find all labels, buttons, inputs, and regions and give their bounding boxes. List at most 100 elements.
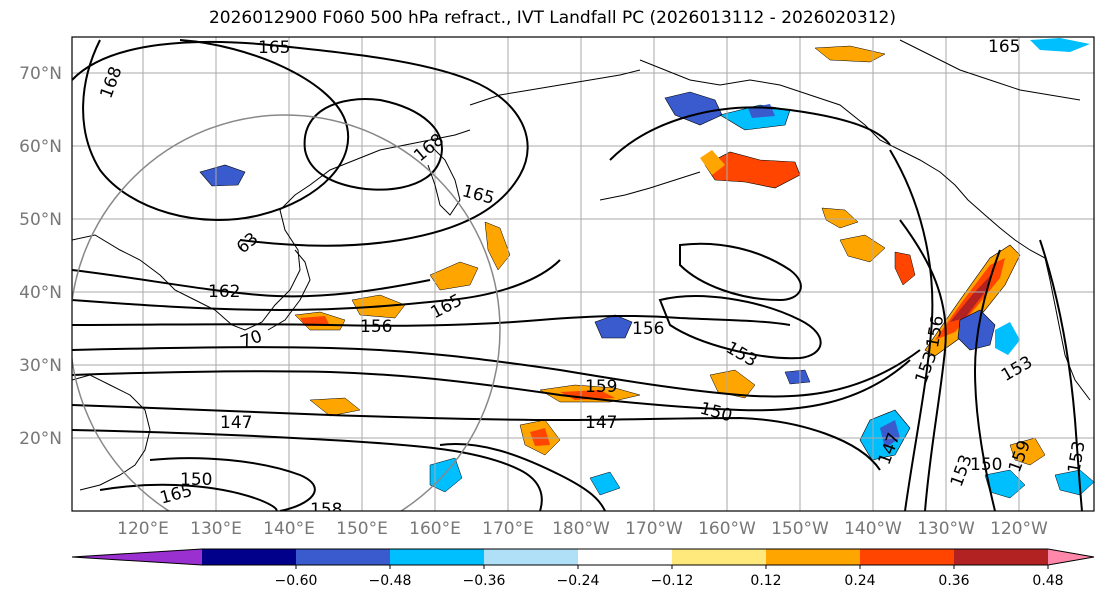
- lon-label-130e: 130°E: [190, 519, 242, 539]
- lon-label-130w: 130°W: [917, 519, 975, 539]
- contour-epac-loop: [679, 242, 802, 302]
- patch-arctic-negative: [1030, 38, 1090, 52]
- colorbar-outline: [71, 548, 1095, 566]
- patch-pnw-strongest: [950, 276, 990, 322]
- lon-label-170e: 170°E: [482, 519, 534, 539]
- contour-na-ridge-1: [889, 149, 934, 511]
- patch-nwpac-orange-2: [429, 261, 479, 291]
- contour-tropics-2: [99, 483, 278, 511]
- contour-na-trough: [973, 249, 1001, 511]
- colorbar-segment: [578, 549, 673, 565]
- lat-label-70: 70°N: [19, 64, 62, 84]
- colorbar-segment: [766, 549, 861, 565]
- range-circle: [72, 114, 501, 511]
- contour-153: [72, 346, 921, 398]
- patch-pnw-negative-light: [995, 322, 1020, 355]
- patch-south-negative-2: [1054, 469, 1094, 496]
- contour-label: 162: [208, 282, 240, 302]
- colorbar: −0.60 −0.48 −0.36 −0.24 −0.12 0.12 0.24 0.36 0.4…: [71, 548, 1095, 589]
- patch-epac-red: [894, 251, 916, 286]
- patch-pnw-negative: [957, 309, 996, 351]
- lon-label-150e: 150°E: [336, 519, 388, 539]
- contour-tropics-3: [439, 443, 606, 511]
- contour-165-npac: [609, 106, 891, 161]
- contour-168-bering: [303, 98, 443, 191]
- patch-wpac-negative-2: [589, 471, 621, 496]
- coastline-na-west: [1044, 257, 1091, 401]
- contour-150: [72, 359, 911, 412]
- colorbar-tick-label: 0.24: [844, 573, 875, 589]
- contour-label: 165: [258, 38, 290, 58]
- patch-wpac-negative: [429, 457, 463, 493]
- lon-label-180: 180°W: [552, 519, 610, 539]
- map-frame: [71, 36, 1095, 512]
- patch-epac-orange: [709, 369, 756, 399]
- colorbar-tick-label: −0.48: [369, 573, 412, 589]
- contour-label: 159: [585, 377, 617, 397]
- patch-arctic-orange: [814, 45, 886, 63]
- colorbar-tick-label: −0.36: [463, 573, 506, 589]
- coastline-canada-arctic: [899, 39, 1081, 101]
- contour-label: 156: [360, 317, 392, 337]
- contour-label: 147: [220, 413, 252, 433]
- lat-label-20: 20°N: [19, 429, 62, 449]
- colorbar-under-triangle: [72, 549, 202, 565]
- patch-siberia-negative: [199, 164, 246, 187]
- patch-cpac-orange-2: [309, 397, 361, 417]
- colorbar-segment: [672, 549, 767, 565]
- contour-162: [72, 269, 431, 298]
- contour-label: 150: [180, 470, 212, 490]
- coastline-asia: [72, 129, 471, 331]
- colorbar-tick-label: 0.12: [750, 573, 781, 589]
- latitude-labels: 70°N 60°N 50°N 40°N 30°N 20°N: [19, 64, 62, 449]
- contour-na-ridge-3: [1039, 239, 1083, 511]
- contour-label: 147: [585, 413, 617, 433]
- patch-cpac-red-2: [530, 428, 550, 446]
- lat-label-60: 60°N: [19, 137, 62, 157]
- contour-159-a: [72, 259, 561, 312]
- lon-label-140e: 140°E: [263, 519, 315, 539]
- figure-title: 2026012900 F060 500 hPa refract., IVT La…: [208, 8, 896, 28]
- lat-label-30: 30°N: [19, 356, 62, 376]
- colorbar-segment: [484, 549, 579, 565]
- colorbar-tick-label: −0.24: [557, 573, 600, 589]
- contour-tropics-1: [149, 457, 316, 511]
- colorbar-tick-label: 0.48: [1032, 573, 1063, 589]
- contour-gulf-loop: [658, 295, 822, 360]
- lat-label-50: 50°N: [19, 210, 62, 230]
- coastline-china: [72, 374, 151, 491]
- contour-144: [72, 429, 543, 511]
- lon-label-160w: 160°W: [698, 519, 756, 539]
- height-contours: [72, 39, 1083, 511]
- contour-168-west: [82, 39, 350, 221]
- colorbar-tick-label: −0.12: [651, 573, 694, 589]
- colorbar-tick-label: −0.60: [275, 573, 318, 589]
- patch-aleutian-orange: [484, 221, 511, 271]
- lon-label-140w: 140°W: [844, 519, 902, 539]
- coastline-chukotka: [469, 69, 641, 106]
- longitude-labels: 120°E 130°E 140°E 150°E 160°E 170°E 180°…: [117, 519, 1048, 539]
- contour-label: 150: [970, 455, 1002, 475]
- lat-label-40: 40°N: [19, 283, 62, 303]
- colorbar-segment: [202, 549, 297, 565]
- coastline-japan: [267, 249, 311, 331]
- patch-alaska-orange: [700, 150, 725, 175]
- contour-na-ridge-2: [899, 219, 947, 511]
- lon-label-170w: 170°W: [625, 519, 683, 539]
- colorbar-segment: [390, 549, 485, 565]
- lon-label-160e: 160°E: [409, 519, 461, 539]
- coastline-aleutians: [599, 171, 701, 201]
- lon-label-120w: 120°W: [990, 519, 1048, 539]
- lon-label-150w: 150°W: [771, 519, 829, 539]
- colorbar-segment: [860, 549, 955, 565]
- contour-label: 165: [988, 37, 1020, 57]
- contour-165-arctic: [72, 40, 529, 247]
- colorbar-over-triangle: [1048, 549, 1094, 565]
- patch-subtrop-dark: [880, 420, 900, 448]
- contour-label: 156: [632, 319, 664, 339]
- contour-156: [72, 314, 791, 327]
- colorbar-segment: [296, 549, 391, 565]
- coastline-kamchatka: [427, 144, 461, 216]
